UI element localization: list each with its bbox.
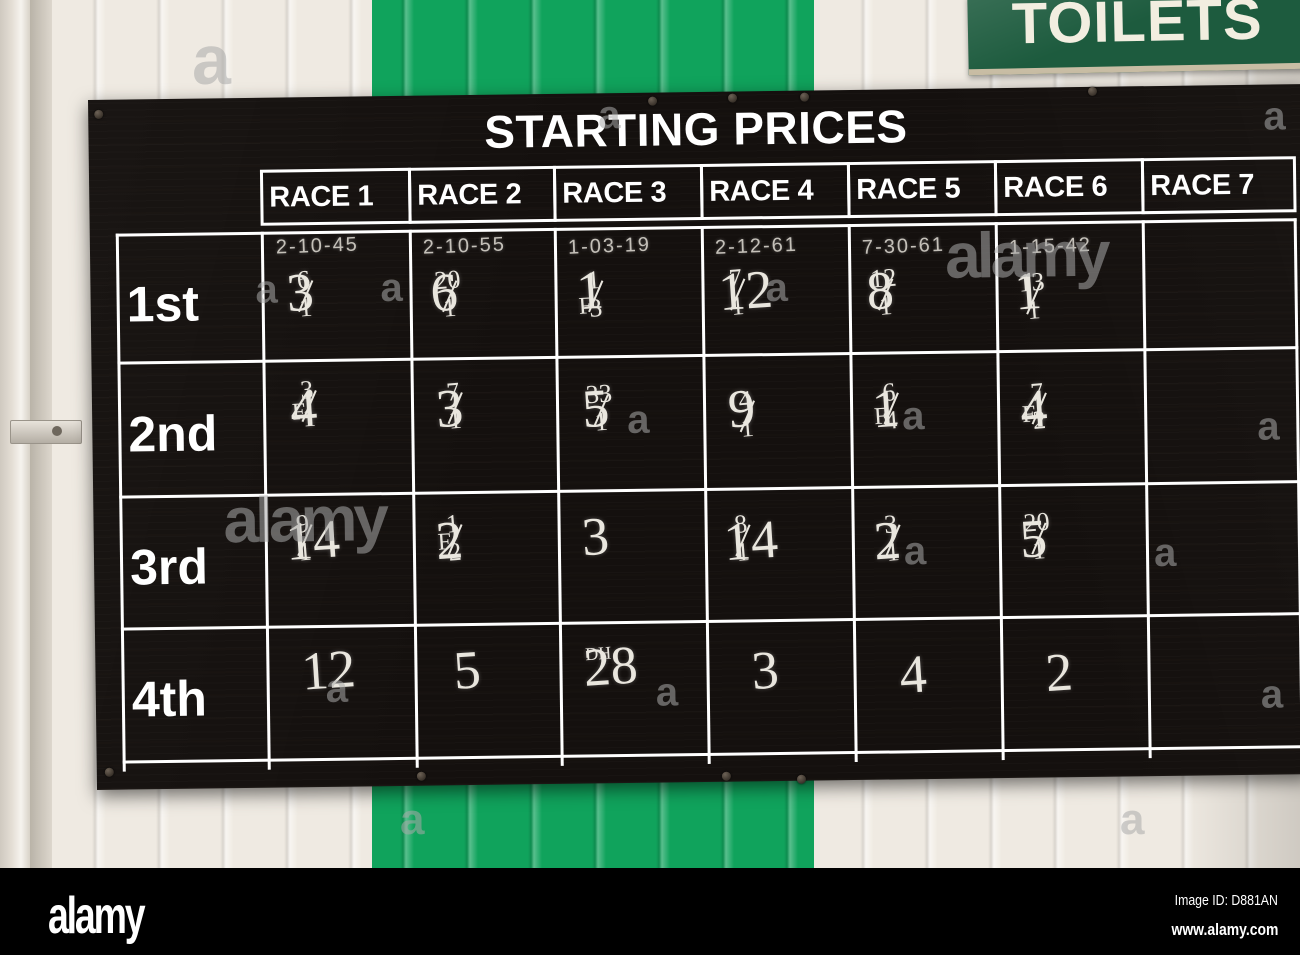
grid-hline [119, 480, 1300, 499]
column-header-race-6: RACE 6 [993, 158, 1145, 217]
column-header-race-1: RACE 1 [259, 167, 412, 226]
race-time-6: 1-15-42 [1008, 233, 1093, 259]
race-time-1: 2-10-45 [275, 233, 360, 259]
grid-vline [847, 224, 858, 763]
row-label-4th: 4th [131, 670, 208, 728]
row-label-1st: 1st [126, 275, 200, 333]
grid-vline [260, 231, 271, 770]
grid-body: 1st 2nd 3rd 4th 2-10-45 2-10-55 1-03-19 … [98, 218, 1300, 772]
board-screw [796, 774, 807, 784]
toilets-sign: TOILETS [967, 0, 1300, 76]
wall-bracket-bolt [52, 426, 62, 436]
column-header-race-4: RACE 4 [699, 162, 851, 220]
race-time-2: 2-10-55 [422, 233, 507, 259]
image-id-text: Image ID: D881AN [1174, 892, 1278, 909]
race-time-5: 7-30-61 [861, 233, 946, 259]
grid-hline [120, 612, 1300, 631]
race-time-4: 2-12-61 [714, 233, 799, 259]
toilets-sign-text: TOILETS [1011, 0, 1264, 57]
grid-vline [994, 222, 1005, 761]
column-header-race-7: RACE 7 [1140, 156, 1297, 215]
board-screw [416, 771, 426, 781]
column-header-race-5: RACE 5 [846, 160, 998, 219]
row-label-3rd: 3rd [129, 538, 209, 596]
alamy-url-text: www.alamy.com [1171, 920, 1278, 939]
grid-vline [408, 229, 419, 768]
alamy-footer-bar: alamy Image ID: D881AN www.alamy.com [0, 868, 1300, 955]
grid-hline [117, 346, 1299, 365]
starting-prices-board: STARTING PRICES RACE 1 RACE 2 RACE 3 RAC… [88, 84, 1300, 790]
row-label-2nd: 2nd [128, 405, 218, 463]
race-time-3: 1-03-19 [567, 233, 652, 259]
grid-vline [700, 225, 711, 764]
column-header-race-3: RACE 3 [552, 163, 704, 222]
alamy-logo: alamy [48, 887, 146, 945]
results-grid: RACE 1 RACE 2 RACE 3 RACE 4 RACE 5 RACE … [97, 156, 1300, 772]
board-screw [1087, 86, 1098, 96]
grid-vline [1141, 220, 1152, 759]
board-screw [721, 771, 731, 781]
wall-bracket [10, 420, 82, 444]
column-header-race-2: RACE 2 [407, 165, 557, 224]
grid-vline [115, 233, 126, 772]
grid-vline [553, 227, 564, 766]
